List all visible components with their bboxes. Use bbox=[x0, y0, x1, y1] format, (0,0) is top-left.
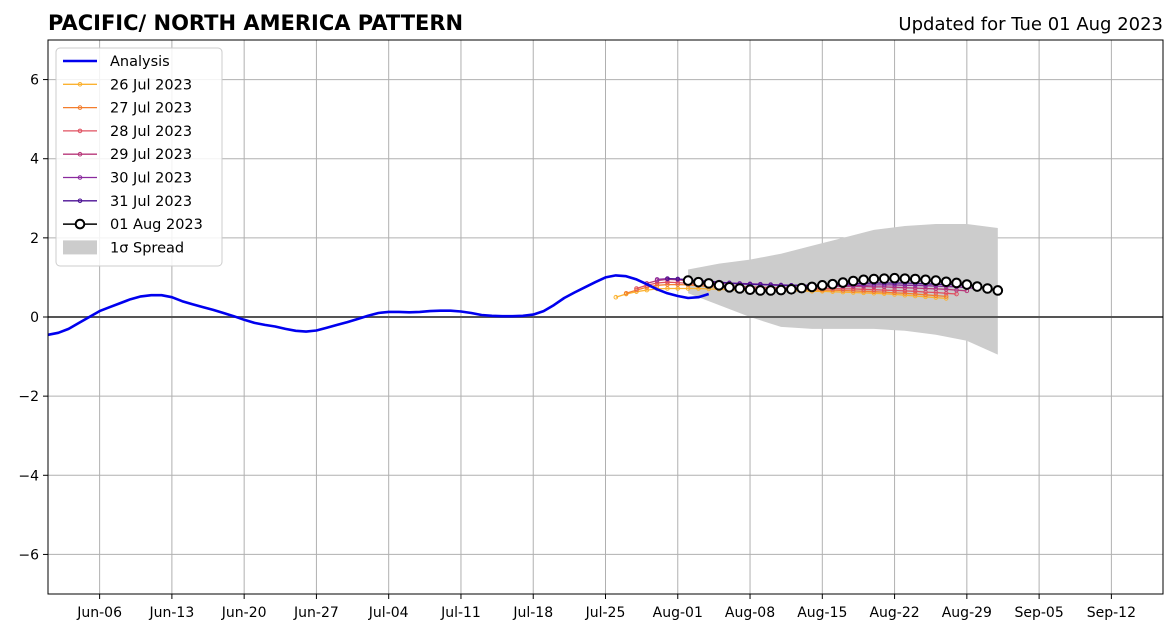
forecast-point bbox=[613, 294, 619, 300]
forecast-point bbox=[675, 276, 681, 282]
forecast-point bbox=[654, 277, 660, 282]
current-forecast-point bbox=[940, 276, 952, 288]
legend-frame bbox=[55, 47, 223, 267]
legend-label: 27 Jul 2023 bbox=[110, 101, 192, 117]
current-forecast-point bbox=[755, 285, 766, 296]
current-forecast-point bbox=[817, 280, 828, 291]
current-forecast-point bbox=[889, 272, 900, 284]
legend-marker-current bbox=[74, 218, 86, 230]
legend-marker-forecast bbox=[77, 151, 83, 157]
legend: Analysis 26 Jul 2023 27 Jul 2023 28 Jul 202… bbox=[55, 47, 223, 267]
x-tick-label: Aug-22 bbox=[869, 605, 919, 621]
axis-ticks: Jun-06 Jun-13 Jun-20 Jun-27 Jul-04 Jul-11 Jul-… bbox=[18, 73, 1136, 621]
current-forecast-point bbox=[992, 285, 1004, 296]
forecast-point bbox=[933, 286, 939, 292]
y-tick-label: −2 bbox=[18, 389, 39, 405]
x-tick-label: Sep-12 bbox=[1087, 605, 1136, 621]
legend-label: 31 Jul 2023 bbox=[110, 194, 192, 210]
x-tick-label: Jul-18 bbox=[512, 605, 553, 621]
current-forecast-point bbox=[920, 274, 931, 286]
legend-marker-forecast bbox=[77, 198, 83, 204]
current-forecast-point bbox=[744, 284, 756, 295]
x-tick-label: Jul-25 bbox=[585, 605, 626, 621]
x-tick-label: Aug-29 bbox=[942, 605, 992, 621]
legend-marker-forecast bbox=[77, 175, 83, 180]
forecast-point bbox=[871, 287, 877, 292]
y-tick-label: 6 bbox=[30, 73, 39, 89]
forecast-point bbox=[943, 287, 949, 292]
forecast-point bbox=[943, 296, 949, 301]
legend-label: 30 Jul 2023 bbox=[110, 171, 192, 187]
y-tick-label: 0 bbox=[30, 310, 39, 326]
x-tick-label: Jun-06 bbox=[76, 605, 122, 621]
current-forecast-point bbox=[909, 273, 921, 285]
current-forecast-point bbox=[796, 282, 807, 294]
legend-label: 1σ Spread bbox=[110, 240, 184, 256]
legend-label: 28 Jul 2023 bbox=[110, 124, 192, 140]
series-lines bbox=[47, 272, 1004, 337]
current-forecast-point bbox=[827, 278, 838, 290]
forecast-point bbox=[912, 285, 918, 291]
forecast-point bbox=[644, 287, 650, 293]
legend-marker-forecast bbox=[77, 82, 83, 87]
legend-swatch-spread bbox=[63, 240, 97, 255]
chart-subtitle: Updated for Tue 01 Aug 2023 bbox=[898, 14, 1163, 35]
current-forecast-point bbox=[847, 275, 859, 287]
forecast-point bbox=[634, 286, 639, 291]
forecast-point bbox=[623, 290, 629, 296]
current-forecast-point bbox=[930, 275, 942, 286]
x-tick-label: Jun-20 bbox=[221, 605, 267, 621]
x-tick-label: Aug-15 bbox=[797, 605, 847, 621]
current-forecast-point bbox=[775, 284, 787, 296]
x-tick-label: Jul-04 bbox=[368, 605, 409, 621]
forecast-point bbox=[665, 276, 670, 281]
x-tick-label: Sep-05 bbox=[1014, 605, 1063, 621]
x-tick-label: Aug-01 bbox=[653, 605, 703, 621]
y-tick-label: 2 bbox=[30, 231, 39, 247]
y-tick-label: −6 bbox=[18, 547, 39, 563]
x-tick-label: Jun-13 bbox=[149, 605, 195, 621]
x-tick-label: Jul-11 bbox=[440, 605, 481, 621]
legend-label: 29 Jul 2023 bbox=[110, 147, 192, 163]
current-forecast-point bbox=[971, 281, 983, 292]
forecast-point bbox=[923, 286, 928, 291]
current-forecast-point bbox=[878, 273, 890, 284]
current-forecast-point bbox=[682, 275, 694, 286]
forecast-point bbox=[912, 291, 918, 297]
legend-label: Analysis bbox=[110, 54, 170, 70]
x-tick-label: Aug-08 bbox=[725, 605, 775, 621]
current-forecast-point bbox=[951, 277, 962, 289]
current-forecast-point bbox=[837, 277, 849, 288]
current-forecast-point bbox=[858, 274, 869, 286]
current-forecast-point bbox=[786, 284, 797, 295]
analysis-line bbox=[47, 274, 710, 337]
x-tick-label: Jun-27 bbox=[293, 605, 339, 621]
current-forecast-point bbox=[806, 281, 818, 293]
legend-marker-forecast bbox=[77, 105, 83, 110]
legend-label: 26 Jul 2023 bbox=[110, 77, 192, 93]
current-forecast-point bbox=[982, 283, 993, 294]
current-forecast-point bbox=[693, 276, 704, 288]
legend-marker-forecast bbox=[77, 128, 83, 134]
current-forecast-point bbox=[734, 283, 746, 294]
current-forecast-point bbox=[713, 280, 725, 291]
current-forecast-point bbox=[703, 278, 715, 289]
current-forecast-point bbox=[868, 273, 880, 285]
chart-title: PACIFIC/ NORTH AMERICA PATTERN bbox=[48, 11, 463, 35]
forecast-point bbox=[923, 292, 928, 298]
y-tick-label: −4 bbox=[18, 468, 39, 484]
current-forecast-point bbox=[961, 279, 973, 290]
current-forecast-point bbox=[765, 285, 776, 296]
current-forecast-point bbox=[724, 282, 735, 293]
legend-label: 01 Aug 2023 bbox=[110, 217, 203, 233]
y-tick-label: 4 bbox=[30, 152, 39, 168]
current-forecast-point bbox=[899, 273, 911, 284]
